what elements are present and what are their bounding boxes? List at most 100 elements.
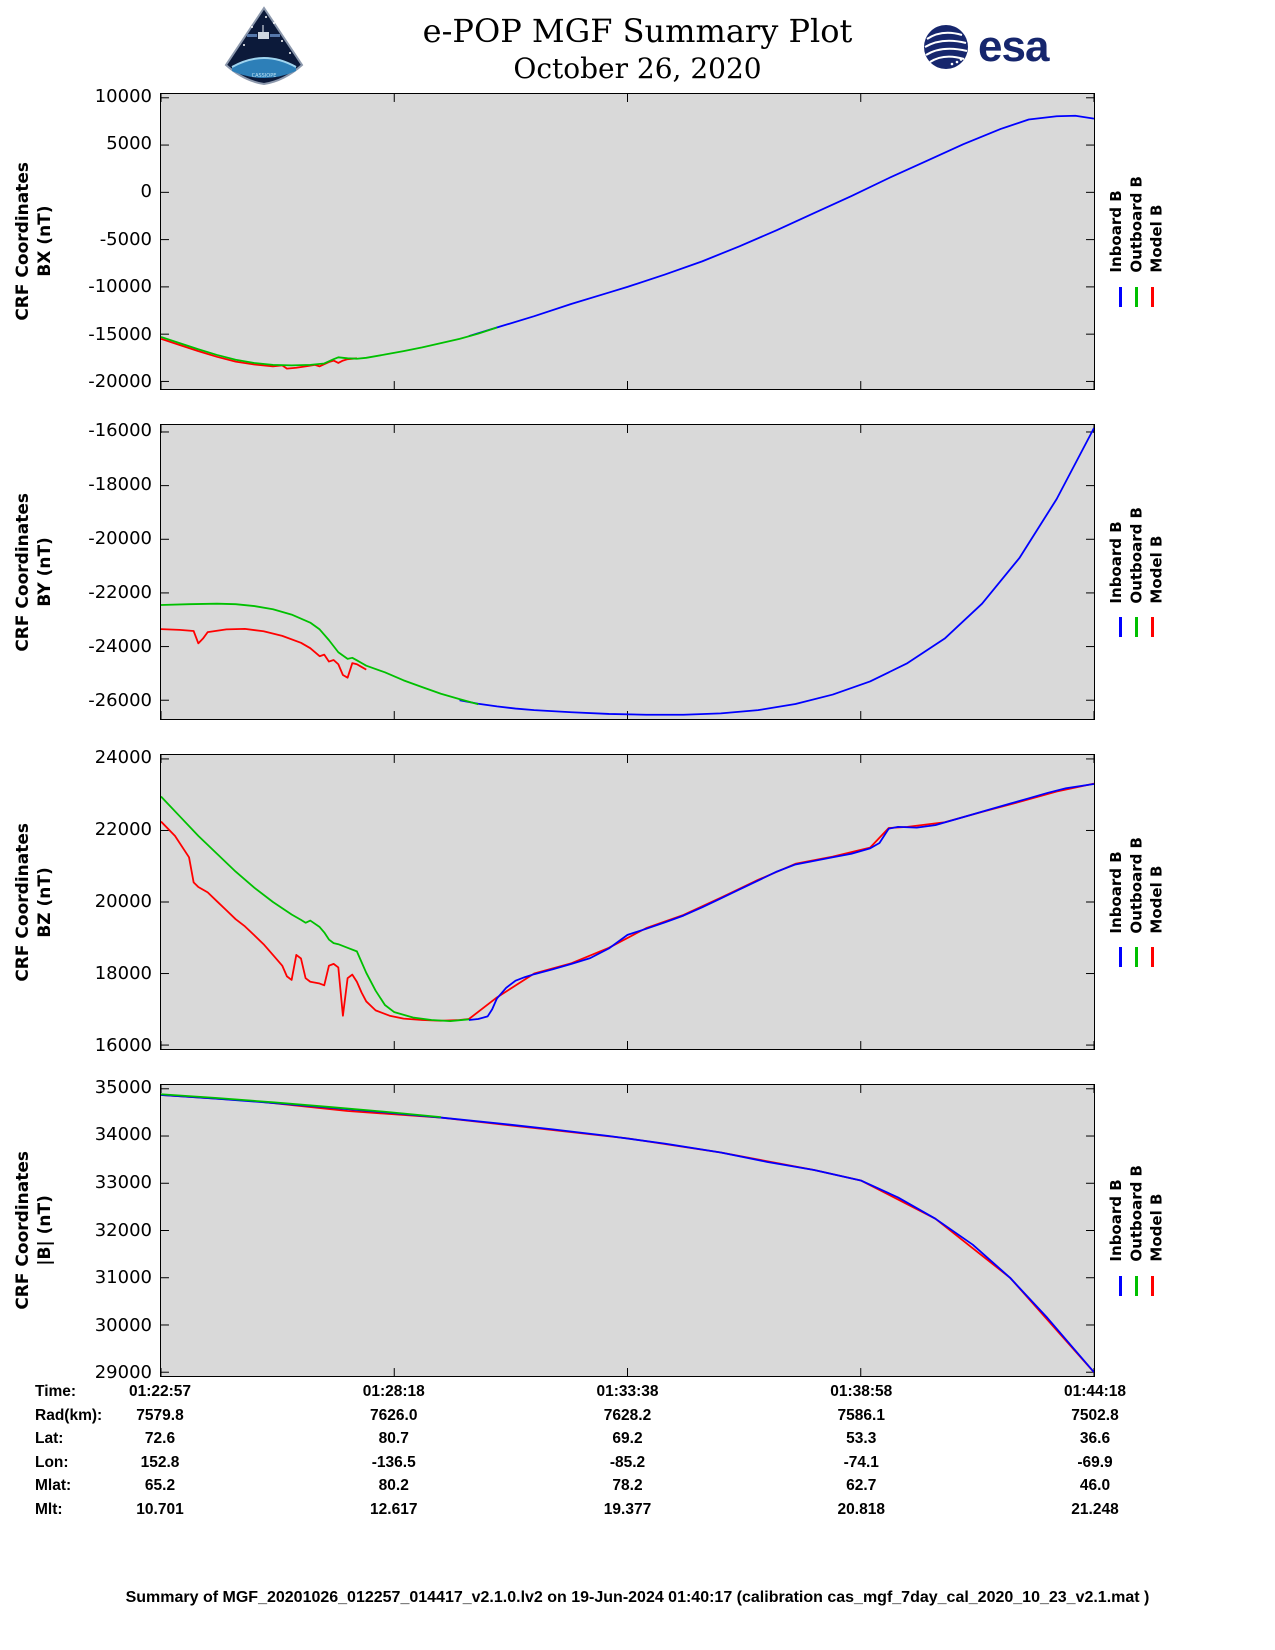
- legend-labels-by: Inboard B Outboard B Model B: [1106, 507, 1167, 604]
- y-axis-label-line1-by: CRF Coordinates: [12, 492, 33, 652]
- esa-logo: esa: [922, 22, 1049, 72]
- legend-bx: Inboard B Outboard B Model B: [1102, 93, 1170, 390]
- legend-marker-model: [1150, 947, 1154, 968]
- y-axis-label-text-bx: CRF Coordinates BX (nT): [12, 162, 56, 321]
- y-axis-label-line2-by: BY (nT): [35, 537, 55, 607]
- page-subtitle: October 26, 2020: [513, 52, 762, 85]
- epop-mission-patch-icon: CASSIOPE: [224, 6, 304, 86]
- y-tick-label-babs: 31000: [94, 1267, 152, 1289]
- table-cell-radkm-3: 7586.1: [837, 1406, 885, 1424]
- table-row-label-radkm: Rad(km):: [35, 1406, 103, 1424]
- table-cell-mlt-2: 19.377: [603, 1501, 652, 1518]
- y-axis-label-line1-bx: CRF Coordinates: [12, 162, 33, 321]
- legend-label-outboard: Outboard B: [1126, 506, 1145, 604]
- series-outboard-babs: [161, 1093, 441, 1118]
- legend-label-inboard: Inboard B: [1106, 190, 1125, 273]
- y-tick-label-by: -20000: [88, 528, 152, 550]
- legend-by: Inboard B Outboard B Model B: [1102, 424, 1170, 720]
- y-tick-label-by: -26000: [88, 690, 152, 712]
- y-axis-label-line2-bx: BX (nT): [35, 205, 55, 278]
- series-inboard-bz: [468, 783, 1094, 1021]
- y-tick-label-bx: -10000: [88, 276, 152, 298]
- y-axis-label-line2-bz: BZ (nT): [35, 866, 55, 938]
- table-row-label-time: Time:: [35, 1383, 77, 1400]
- y-tick-label-by: -22000: [88, 582, 152, 604]
- table-cell-mlat-0: 65.2: [144, 1477, 176, 1495]
- y-tick-label-babs: 33000: [94, 1171, 152, 1193]
- y-axis-label-line2-babs: |B| (nT): [35, 1195, 55, 1266]
- legend-marker-model: [1150, 617, 1154, 638]
- legend-marker-outboard: [1134, 286, 1138, 307]
- plot-area-bz: [160, 754, 1095, 1050]
- legend-marker-outboard: [1134, 617, 1138, 638]
- legend-marker-inboard: [1118, 286, 1122, 307]
- table-cell-mlat-4: 46.0: [1079, 1477, 1111, 1495]
- legend-label-inboard: Inboard B: [1106, 521, 1125, 604]
- series-inboard-bx: [468, 114, 1094, 337]
- legend-markers-bx: [1118, 286, 1154, 307]
- table-cell-lat-3: 53.3: [846, 1430, 877, 1448]
- esa-globe-icon: [924, 25, 968, 69]
- y-tick-label-babs: 34000: [94, 1124, 152, 1146]
- y-tick-label-bz: 16000: [94, 1035, 152, 1057]
- legend-markers-by: [1118, 617, 1154, 638]
- esa-wordmark: esa: [978, 22, 1049, 71]
- legend-marker-outboard: [1134, 947, 1138, 968]
- epop-mission-patch-logo: CASSIOPE: [222, 5, 306, 87]
- y-axis-label-babs: CRF Coordinates |B| (nT): [8, 1084, 60, 1377]
- table-cell-radkm-4: 7502.8: [1071, 1406, 1119, 1424]
- series-model-bx: [161, 337, 357, 370]
- series-outboard-bz: [161, 795, 470, 1022]
- y-axis-label-line1-bz: CRF Coordinates: [12, 822, 33, 982]
- table-cell-mlat-3: 62.7: [846, 1477, 877, 1495]
- table-cell-lat-1: 80.7: [378, 1430, 409, 1448]
- legend-marker-outboard: [1134, 1275, 1138, 1296]
- table-cell-time-3: 01:38:58: [830, 1383, 893, 1400]
- table-row-label-lon: Lon:: [35, 1453, 69, 1471]
- y-tick-label-by: -16000: [88, 420, 152, 442]
- table-cell-lon-2: -85.2: [609, 1453, 646, 1471]
- legend-label-inboard: Inboard B: [1106, 1179, 1125, 1262]
- table-cell-mlt-1: 12.617: [370, 1501, 418, 1518]
- y-tick-label-bz: 18000: [94, 963, 152, 985]
- table-cell-lon-3: -74.1: [843, 1453, 879, 1471]
- y-tick-label-bz: 22000: [94, 818, 152, 840]
- table-cell-radkm-2: 7628.2: [603, 1406, 652, 1424]
- table-cell-time-4: 01:44:18: [1063, 1383, 1127, 1400]
- series-outboard-bx: [161, 326, 498, 367]
- y-tick-label-babs: 29000: [94, 1362, 152, 1384]
- table-cell-lon-0: 152.8: [140, 1453, 180, 1471]
- legend-marker-inboard: [1118, 947, 1122, 968]
- y-tick-label-bx: 10000: [94, 85, 152, 107]
- legend-labels-bx: Inboard B Outboard B Model B: [1106, 176, 1167, 273]
- legend-labels-babs: Inboard B Outboard B Model B: [1106, 1165, 1167, 1262]
- y-tick-label-bx: -15000: [88, 323, 152, 345]
- y-axis-label-line1-babs: CRF Coordinates: [12, 1151, 33, 1310]
- y-axis-label-text-bz: CRF Coordinates BZ (nT): [12, 823, 56, 982]
- y-tick-label-bx: -5000: [99, 228, 152, 250]
- legend-label-outboard: Outboard B: [1126, 836, 1145, 934]
- legend-label-outboard: Outboard B: [1126, 1165, 1145, 1262]
- table-cell-mlt-0: 10.701: [136, 1501, 184, 1518]
- legend-markers-babs: [1118, 1275, 1154, 1296]
- table-cell-lat-0: 72.6: [144, 1430, 176, 1448]
- table-cell-time-2: 01:33:38: [596, 1383, 659, 1400]
- table-cell-lat-4: 36.6: [1079, 1430, 1111, 1448]
- legend-label-model: Model B: [1147, 865, 1166, 934]
- legend-babs: Inboard B Outboard B Model B: [1102, 1084, 1170, 1377]
- y-axis-label-bx: CRF Coordinates BX (nT): [8, 93, 60, 390]
- y-tick-label-babs: 32000: [94, 1219, 152, 1241]
- legend-markers-bz: [1118, 947, 1154, 968]
- y-tick-label-bz: 24000: [94, 746, 152, 768]
- y-tick-label-babs: 35000: [94, 1076, 152, 1098]
- legend-label-model: Model B: [1147, 1193, 1166, 1262]
- series-model-by: [161, 628, 367, 679]
- table-cell-lon-1: -136.5: [371, 1453, 416, 1471]
- legend-labels-bz: Inboard B Outboard B Model B: [1106, 837, 1167, 934]
- legend-marker-inboard: [1118, 1275, 1122, 1296]
- legend-marker-model: [1150, 1275, 1154, 1296]
- y-axis-label-text-by: CRF Coordinates BY (nT): [12, 493, 56, 652]
- y-tick-label-bx: 5000: [106, 133, 152, 155]
- table-cell-lon-4: -69.9: [1077, 1453, 1113, 1471]
